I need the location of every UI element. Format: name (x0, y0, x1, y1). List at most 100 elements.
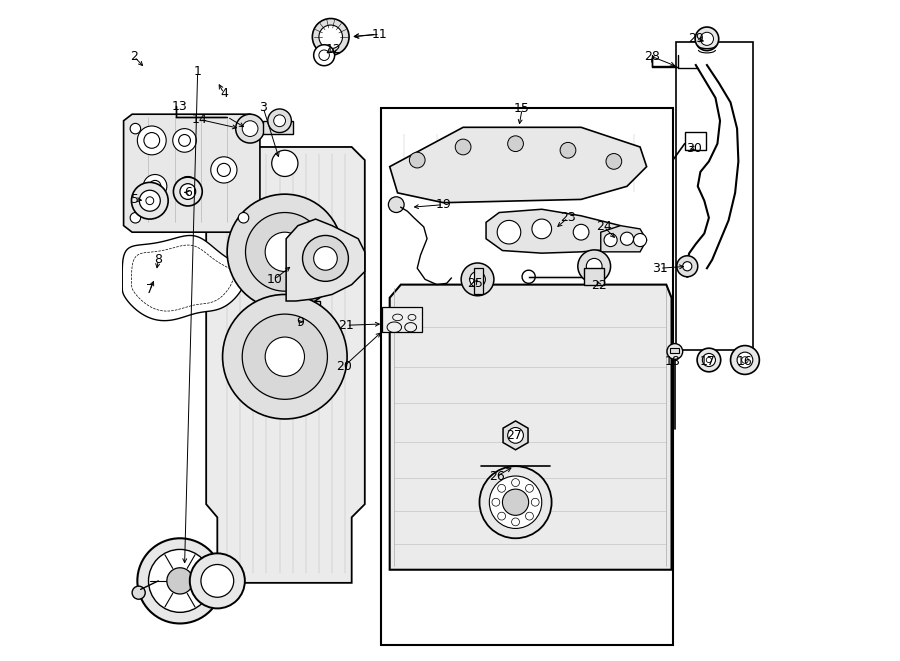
Text: 22: 22 (591, 280, 608, 292)
Circle shape (410, 152, 425, 168)
Text: 21: 21 (338, 319, 355, 332)
Circle shape (144, 133, 159, 148)
Text: 4: 4 (220, 87, 228, 100)
Polygon shape (122, 235, 247, 321)
Bar (382, 108, 673, 645)
Circle shape (217, 163, 230, 176)
Circle shape (268, 109, 292, 133)
Text: 17: 17 (699, 356, 716, 368)
Text: 14: 14 (192, 113, 208, 126)
Circle shape (700, 32, 714, 46)
Polygon shape (390, 128, 646, 203)
Circle shape (178, 176, 198, 196)
Circle shape (242, 121, 258, 136)
Text: 2: 2 (130, 50, 138, 63)
Circle shape (531, 498, 539, 506)
Circle shape (149, 180, 161, 192)
Circle shape (184, 182, 193, 191)
Circle shape (702, 354, 716, 367)
Circle shape (180, 184, 195, 200)
Text: 13: 13 (172, 100, 188, 113)
Circle shape (490, 476, 542, 528)
Circle shape (272, 150, 298, 176)
Circle shape (532, 219, 552, 239)
Circle shape (497, 220, 521, 244)
Text: 10: 10 (266, 273, 283, 286)
Circle shape (634, 233, 646, 247)
Circle shape (498, 485, 506, 492)
Text: 23: 23 (560, 212, 576, 224)
Circle shape (470, 272, 485, 288)
Text: 5: 5 (131, 193, 140, 206)
Circle shape (742, 357, 748, 364)
Circle shape (190, 553, 245, 608)
Circle shape (236, 114, 265, 143)
Circle shape (606, 153, 622, 169)
Circle shape (502, 489, 528, 516)
Bar (685, 132, 706, 150)
Circle shape (201, 564, 234, 598)
Circle shape (461, 263, 494, 295)
Circle shape (302, 235, 348, 282)
Text: 20: 20 (336, 360, 352, 373)
Text: 15: 15 (514, 102, 530, 116)
Circle shape (266, 337, 304, 376)
Bar (676, 42, 753, 350)
Circle shape (138, 538, 222, 623)
Circle shape (132, 586, 145, 600)
Text: 26: 26 (490, 469, 505, 483)
Bar (382, 307, 422, 332)
Circle shape (698, 348, 721, 371)
Circle shape (130, 213, 140, 223)
Circle shape (498, 512, 506, 520)
Text: 1: 1 (194, 65, 202, 78)
Circle shape (138, 126, 166, 155)
Circle shape (511, 479, 519, 486)
Bar (275, 301, 319, 340)
Polygon shape (503, 421, 528, 449)
Polygon shape (286, 219, 364, 301)
Text: 6: 6 (184, 186, 192, 200)
Circle shape (130, 124, 140, 134)
Circle shape (578, 250, 610, 283)
Circle shape (667, 344, 683, 360)
Circle shape (274, 115, 285, 127)
Circle shape (508, 428, 524, 444)
Circle shape (455, 139, 471, 155)
Circle shape (314, 247, 338, 270)
Circle shape (148, 549, 211, 612)
Polygon shape (206, 147, 364, 583)
Circle shape (238, 124, 248, 134)
Circle shape (677, 256, 698, 277)
Circle shape (573, 224, 589, 240)
Text: 24: 24 (596, 220, 612, 233)
Circle shape (140, 190, 160, 212)
Text: 30: 30 (686, 142, 702, 155)
Text: 7: 7 (146, 284, 154, 296)
Bar (473, 268, 483, 294)
Circle shape (706, 358, 712, 363)
Circle shape (131, 182, 168, 219)
Text: 3: 3 (259, 101, 267, 114)
Circle shape (173, 129, 196, 152)
Circle shape (526, 512, 534, 520)
Circle shape (314, 45, 335, 65)
Circle shape (174, 177, 203, 206)
Text: 18: 18 (665, 356, 680, 368)
Text: 25: 25 (467, 277, 482, 290)
Circle shape (227, 194, 343, 309)
Text: 27: 27 (507, 429, 522, 442)
Circle shape (604, 233, 617, 247)
Bar (263, 121, 293, 134)
Text: 12: 12 (326, 44, 342, 56)
Circle shape (312, 19, 349, 56)
Circle shape (166, 568, 194, 594)
Circle shape (222, 294, 347, 419)
Circle shape (319, 25, 343, 49)
Circle shape (266, 232, 304, 272)
Circle shape (586, 258, 602, 274)
Circle shape (178, 135, 191, 146)
Circle shape (238, 213, 248, 223)
Text: 31: 31 (652, 262, 668, 275)
Circle shape (492, 498, 500, 506)
